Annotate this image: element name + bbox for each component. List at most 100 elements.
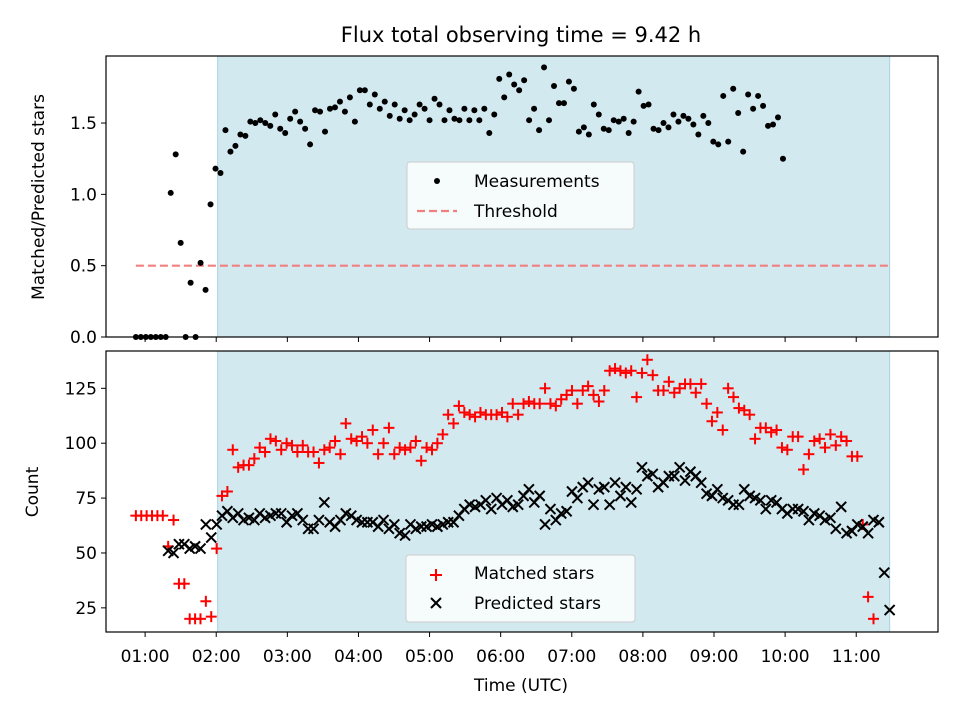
predicted-x-b <box>393 527 406 539</box>
predicted-star-point <box>630 483 643 496</box>
measurement-point <box>431 95 438 102</box>
measurement-point <box>416 101 423 108</box>
measurement-point <box>620 115 627 122</box>
top-axes-frame <box>105 55 939 338</box>
measurement-point <box>610 117 617 124</box>
matched-star-point <box>744 409 756 421</box>
measurement-point <box>750 105 757 112</box>
measurement-point <box>451 115 458 122</box>
measurement-point <box>630 118 637 125</box>
predicted-x-b <box>679 474 691 487</box>
predicted-x-b <box>167 547 180 559</box>
top-y-tick-label: 0.5 <box>70 257 97 277</box>
measurement-point <box>466 117 473 124</box>
matched-star-point <box>264 433 276 445</box>
matched-star-point <box>345 433 357 445</box>
measurement-point <box>536 127 543 134</box>
legend-threshold-label: Threshold <box>473 202 558 222</box>
measurement-point <box>560 100 567 107</box>
x-tick-label: 07:00 <box>547 647 596 667</box>
matched-star-point <box>474 406 486 418</box>
predicted-x-b <box>463 498 476 511</box>
top-x-ticks <box>144 337 857 342</box>
measurement-point <box>555 100 562 107</box>
predicted-x-b <box>297 514 309 526</box>
top-y-tick-label: 0.0 <box>70 328 97 348</box>
measurement-point <box>516 87 523 94</box>
predicted-star-point <box>733 498 745 511</box>
matched-star-point <box>200 595 212 607</box>
legend-predicted-marker <box>430 597 442 609</box>
predicted-x-b <box>340 507 352 520</box>
bottom-x-ticks: 01:00 02:00 03:00 04:00 05:00 06:00 07:00 08:00… <box>121 632 881 667</box>
predicted-x-b <box>808 507 820 520</box>
matched-star-point <box>437 428 449 440</box>
matched-star-point <box>588 389 600 401</box>
measurement-point <box>710 138 717 145</box>
measurement-point <box>351 118 358 125</box>
measurement-point <box>705 120 712 127</box>
measurement-point <box>222 127 229 134</box>
measurement-point <box>356 87 363 94</box>
measurement-point <box>331 104 338 111</box>
measurement-point <box>655 127 662 134</box>
measurement-point <box>615 118 622 125</box>
predicted-star-point <box>485 503 497 515</box>
measurement-point <box>461 105 468 112</box>
predicted-x-b <box>560 505 573 517</box>
matched-star-point <box>609 363 621 375</box>
measurement-point <box>471 107 478 114</box>
measurement-point <box>496 75 503 82</box>
matched-star-point <box>388 448 400 460</box>
measurement-point <box>302 125 309 132</box>
measurement-point <box>770 121 777 128</box>
predicted-star-point <box>668 470 680 482</box>
matched-star-point <box>550 400 562 412</box>
legend-matched-marker <box>430 569 442 581</box>
matched-star-point <box>566 385 578 397</box>
predicted-star-point <box>313 514 325 526</box>
bottom-y-tick-label: 25 <box>75 599 97 619</box>
legend-measurements-label: Measurements <box>474 172 600 192</box>
predicted-x-b <box>636 461 648 474</box>
measurement-point <box>760 102 767 109</box>
measurement-point <box>287 115 294 122</box>
predicted-x-b <box>700 487 713 500</box>
x-axis-label: Time (UTC) <box>473 676 568 696</box>
matched-star-point <box>491 409 503 421</box>
matched-star-point <box>706 415 718 427</box>
matched-star-point <box>458 406 470 418</box>
top-y-tick-label: 1.5 <box>70 114 97 134</box>
matched-star-point <box>518 398 530 410</box>
measurement-point <box>257 117 264 124</box>
measurement-point <box>690 121 697 128</box>
measurement-point <box>521 77 528 84</box>
predicted-star-point <box>711 483 724 496</box>
measurement-point <box>660 120 667 127</box>
matched-star-point <box>641 354 653 366</box>
measurement-point <box>546 117 553 124</box>
predicted-star-point <box>210 518 223 531</box>
predicted-star-point <box>647 468 659 480</box>
predicted-x-b <box>490 492 503 504</box>
matched-star-point <box>297 439 309 451</box>
measurement-point <box>595 111 602 118</box>
top-y-axis-label: Matched/Predicted stars <box>29 94 49 300</box>
predicted-x-b <box>717 492 729 504</box>
predicted-x-b <box>668 470 680 482</box>
matched-star-point <box>448 417 460 429</box>
matched-star-point <box>157 510 169 522</box>
measurement-point <box>730 85 737 92</box>
predicted-x-b <box>426 518 438 531</box>
bottom-legend-box <box>405 554 636 623</box>
measurement-point <box>779 155 786 162</box>
matched-star-point <box>421 442 433 454</box>
predicted-x-b <box>544 503 557 515</box>
matched-star-point <box>507 398 519 410</box>
predicted-x-b <box>867 514 880 526</box>
matched-star-point <box>232 461 244 473</box>
matched-star-point <box>512 409 524 421</box>
top-legend-box <box>406 161 635 230</box>
bottom-y-axis-label: Count <box>23 466 43 517</box>
measurement-point <box>217 169 224 176</box>
